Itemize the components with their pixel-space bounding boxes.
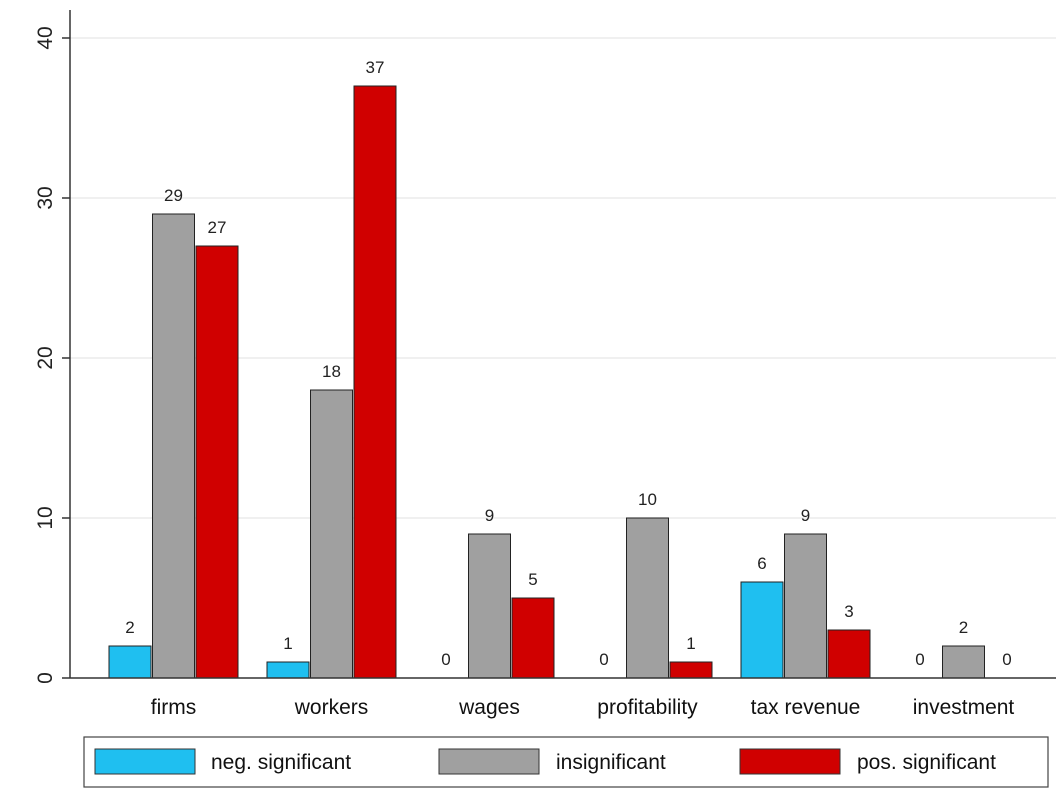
y-tick-label-40: 40 [34, 26, 57, 49]
data-label-workers-insignificant: 18 [322, 362, 341, 381]
data-label-tax-revenue-neg-significant: 6 [757, 554, 766, 573]
data-label-profitability-insignificant: 10 [638, 490, 657, 509]
y-tick-label-10: 10 [34, 506, 57, 529]
y-tick-label-0: 0 [34, 672, 57, 684]
data-label-firms-insignificant: 29 [164, 186, 183, 205]
bar-profitability-insignificant [626, 517, 669, 679]
bar-profitability-pos-significant [669, 661, 713, 679]
bar-firms-pos-significant [195, 245, 239, 679]
bar-workers-neg-significant [266, 661, 310, 679]
x-tick-label-tax-revenue: tax revenue [751, 696, 861, 719]
data-label-workers-neg-significant: 1 [283, 634, 292, 653]
bar-firms-insignificant [152, 213, 195, 679]
y-axis-ticks: 0 10 20 30 40 [34, 26, 70, 684]
data-label-tax-revenue-insignificant: 9 [801, 506, 810, 525]
legend-label-pos-significant: pos. significant [857, 751, 996, 774]
legend-label-neg-significant: neg. significant [211, 751, 351, 774]
legend-box [83, 736, 1049, 788]
bar-investment-insignificant [942, 645, 985, 679]
bar-wages-pos-significant [511, 597, 555, 679]
legend-swatch-insignificant [438, 748, 540, 775]
bar-workers-pos-significant [353, 85, 397, 679]
data-label-investment-pos-significant: 0 [1002, 650, 1011, 669]
data-label-wages-insignificant: 9 [485, 506, 494, 525]
data-label-investment-insignificant: 2 [959, 618, 968, 637]
data-label-firms-pos-significant: 27 [208, 218, 227, 237]
bar-tax-revenue-pos-significant [827, 629, 871, 679]
bar-tax-revenue-neg-significant [740, 581, 784, 679]
data-label-tax-revenue-pos-significant: 3 [844, 602, 853, 621]
bar-workers-insignificant [310, 389, 353, 679]
legend: neg. significant insignificant pos. sign… [83, 736, 1049, 788]
bar-firms-neg-significant [108, 645, 152, 679]
x-tick-label-wages: wages [458, 696, 520, 719]
x-tick-label-firms: firms [151, 696, 197, 719]
data-labels: 2 29 27 1 18 37 0 9 5 0 10 1 6 9 3 0 2 0 [125, 58, 1011, 669]
data-label-wages-neg-significant: 0 [441, 650, 450, 669]
bars [108, 85, 985, 679]
data-label-profitability-pos-significant: 1 [686, 634, 695, 653]
legend-swatch-neg-significant [94, 748, 196, 775]
data-label-workers-pos-significant: 37 [366, 58, 385, 77]
bar-tax-revenue-insignificant [784, 533, 827, 679]
legend-label-insignificant: insignificant [556, 751, 666, 774]
legend-swatch-pos-significant [739, 748, 841, 775]
data-label-investment-neg-significant: 0 [915, 650, 924, 669]
x-tick-label-profitability: profitability [597, 696, 698, 719]
data-label-wages-pos-significant: 5 [528, 570, 537, 589]
x-tick-label-investment: investment [913, 696, 1015, 719]
x-axis-labels: firms workers wages profitability tax revenu… [151, 696, 1015, 719]
data-label-profitability-neg-significant: 0 [599, 650, 608, 669]
data-label-firms-neg-significant: 2 [125, 618, 134, 637]
bar-wages-insignificant [468, 533, 511, 679]
y-tick-label-30: 30 [34, 186, 57, 209]
y-tick-label-20: 20 [34, 346, 57, 369]
x-tick-label-workers: workers [294, 696, 369, 719]
